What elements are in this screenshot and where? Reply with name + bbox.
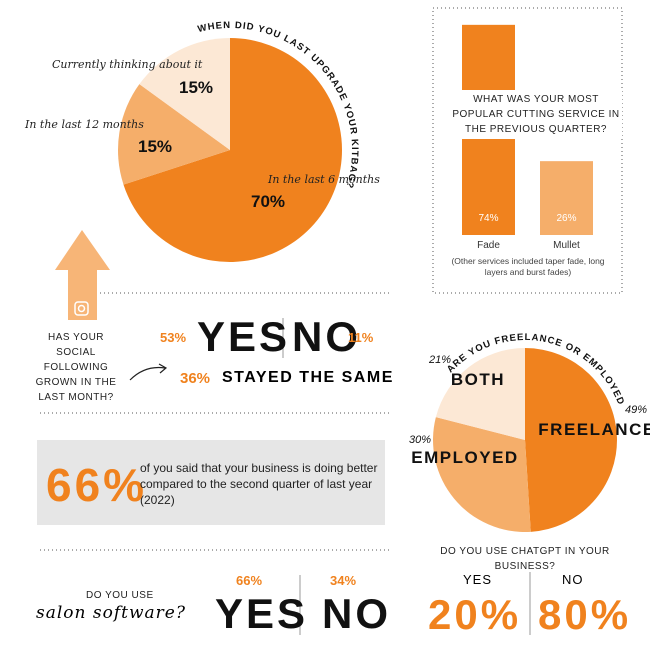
- value-label: 70%: [251, 192, 285, 211]
- no: NO: [292, 313, 361, 360]
- software-no-pct: 34%: [330, 573, 357, 588]
- curved-arrow: [129, 366, 166, 381]
- slice-label: In the last 12 months: [24, 118, 144, 131]
- category-label: Mullet: [553, 240, 580, 251]
- pie-slice: [525, 347, 618, 532]
- pie-slice: [123, 38, 342, 262]
- pie-slice: [117, 84, 230, 185]
- value-label: 15%: [138, 137, 172, 156]
- chatgpt-yes-pct: 20%: [428, 591, 522, 638]
- slice-label: EMPLOYED: [411, 448, 518, 467]
- software-question: DO YOU USE: [86, 590, 154, 601]
- value-label: 21%: [428, 354, 451, 366]
- pie-slice: [139, 38, 230, 150]
- value-label: 49%: [625, 404, 647, 416]
- same: STAYED THE SAME: [222, 369, 394, 386]
- social-question: HAS YOUR SOCIAL FOLLOWING GROWN IN THE L…: [35, 332, 117, 403]
- arrow: [55, 230, 110, 320]
- instagram-icon: [77, 304, 86, 313]
- chart-title: WHAT WAS YOUR MOST POPULAR CUTTING SERVI…: [450, 90, 622, 139]
- software-script: salon software?: [36, 603, 186, 623]
- bar-box: [432, 7, 623, 294]
- value-label: 26%: [556, 213, 576, 224]
- slice-label: BOTH: [451, 370, 505, 389]
- slice-label: Currently thinking about it: [52, 58, 203, 71]
- chart-note: (Other services included taper fade, lon…: [451, 256, 605, 277]
- business-text: of you said that your business is doing …: [140, 461, 378, 507]
- business-pct: 66%: [46, 459, 148, 511]
- chatgpt-question: DO YOU USE CHATGPT IN YOUR BUSINESS?: [440, 546, 610, 572]
- chatgpt-no: NO: [562, 572, 584, 587]
- slice-label: In the last 6 months: [267, 173, 380, 186]
- software-yes: YES: [215, 590, 309, 637]
- same-pct: 36%: [180, 370, 211, 387]
- slice-label: FREELANCE: [538, 420, 650, 439]
- chatgpt-no-pct: 80%: [538, 591, 632, 638]
- value-label: 15%: [179, 78, 213, 97]
- highlight-box: [37, 440, 385, 525]
- pie-slice: [433, 417, 531, 533]
- chatgpt-yes: YES: [463, 572, 493, 587]
- yes: YES: [197, 313, 291, 360]
- bar: [540, 161, 593, 235]
- software-no: NO: [322, 590, 391, 637]
- value-label: 74%: [478, 213, 498, 224]
- curved-arrow: [158, 363, 168, 374]
- value-label: 30%: [409, 434, 431, 446]
- software-yes-pct: 66%: [236, 573, 263, 588]
- category-label: Fade: [477, 240, 500, 251]
- pie-slice: [435, 347, 525, 440]
- yes-pct: 53%: [160, 330, 187, 345]
- instagram-icon: [74, 301, 89, 316]
- no-pct: 11%: [348, 330, 374, 345]
